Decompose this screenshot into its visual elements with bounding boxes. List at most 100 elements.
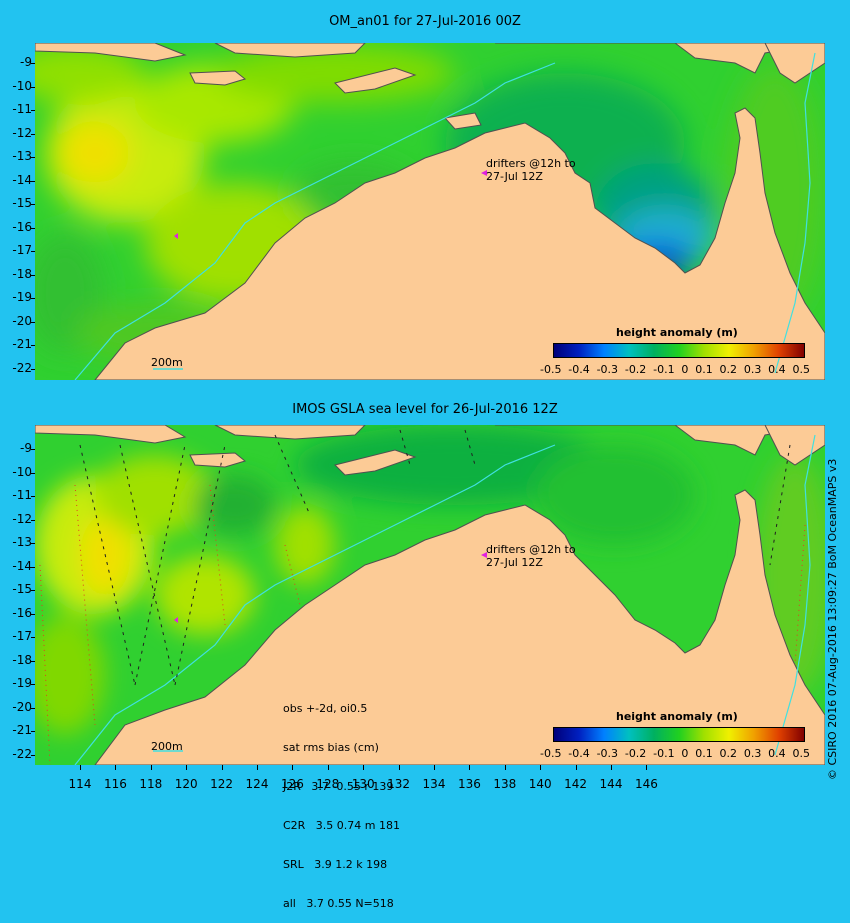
- y-tick-mark: [31, 133, 35, 135]
- x-tick-mark: [611, 765, 612, 770]
- x-tick-mark: [504, 765, 506, 770]
- y-tick-mark: [31, 227, 35, 229]
- x-tick-mark: [575, 765, 577, 770]
- y-tick-label: -13: [12, 149, 32, 163]
- x-tick-mark: [363, 765, 365, 770]
- bottom-colorbar-labels: -0.5 -0.4 -0.3 -0.2 -0.1 0 0.1 0.2 0.3 0.4 0.5: [540, 747, 810, 760]
- x-tick-mark: [221, 765, 223, 770]
- bottom-scale-label: 200m: [151, 740, 183, 753]
- colorbar-tick-label: 0.4: [768, 363, 786, 376]
- y-tick-mark: [31, 613, 35, 615]
- y-tick-mark: [31, 566, 35, 568]
- x-tick-label: 146: [634, 777, 658, 791]
- y-tick-mark: [31, 157, 35, 158]
- y-tick-label: -15: [12, 196, 32, 210]
- x-tick-mark: [292, 765, 294, 770]
- top-drifter-marker: [481, 170, 487, 176]
- y-tick-label: -9: [20, 441, 32, 455]
- stats-line-2: sat rms bias (cm): [283, 741, 379, 754]
- x-tick-mark: [469, 765, 471, 770]
- x-tick-label: 138: [493, 777, 517, 791]
- y-tick-label: -18: [12, 652, 32, 667]
- bottom-drifter-note: drifters @12h to 27-Jul 12Z: [486, 543, 576, 569]
- bottom-drifter-note-line1: drifters @12h to: [486, 543, 576, 556]
- y-tick-label: -22: [12, 746, 32, 761]
- colorbar-tick-label: -0.1: [653, 747, 675, 760]
- x-tick-label: 116: [103, 777, 127, 791]
- y-tick-mark: [31, 274, 35, 276]
- x-tick-mark: [150, 765, 152, 770]
- x-tick-label: 118: [139, 777, 163, 791]
- y-tick-label: -10: [12, 464, 32, 479]
- bottom-satellite-tracks: [79, 429, 791, 686]
- colorbar-tick-label: -0.1: [653, 363, 675, 376]
- bottom-anomaly-field: [35, 425, 825, 735]
- y-tick-label: -20: [12, 699, 32, 714]
- x-tick-label: 132: [387, 777, 411, 791]
- x-tick-label: 140: [528, 777, 552, 791]
- y-tick-mark: [31, 449, 35, 450]
- x-tick-label: 114: [68, 777, 92, 791]
- colorbar-tick-label: 0.2: [719, 747, 738, 760]
- y-tick-mark: [31, 707, 35, 709]
- bottom-land-australia: [94, 489, 825, 765]
- stats-line-3: J2R 3.7 -0.55 r 139: [283, 780, 394, 793]
- y-tick-mark: [31, 86, 35, 88]
- y-tick-mark: [31, 110, 35, 111]
- x-tick-mark: [540, 765, 542, 770]
- top-map[interactable]: [35, 43, 825, 380]
- bottom-drifter-marker-2: [174, 617, 178, 623]
- bottom-map-title: IMOS GSLA sea level for 26-Jul-2016 12Z: [292, 402, 558, 417]
- y-tick-label: -14: [12, 558, 32, 573]
- y-tick-mark: [31, 180, 35, 182]
- y-tick-label: -10: [12, 78, 32, 93]
- top-drifter-note-line1: drifters @12h to: [486, 157, 576, 170]
- y-tick-mark: [31, 472, 35, 474]
- top-land-australia: [94, 107, 825, 380]
- top-colorbar-labels: -0.5 -0.4 -0.3 -0.2 -0.1 0 0.1 0.2 0.3 0.4 0.5: [540, 363, 810, 376]
- top-isobath-200m: [74, 62, 556, 380]
- y-tick-mark: [31, 543, 35, 544]
- y-tick-label: -19: [12, 290, 32, 304]
- colorbar-tick-label: -0.4: [568, 747, 590, 760]
- stats-line-4: C2R 3.5 0.74 m 181: [283, 819, 400, 832]
- x-tick-label: 142: [564, 777, 588, 791]
- y-tick-mark: [31, 496, 35, 497]
- y-tick-label: -17: [12, 243, 32, 257]
- colorbar-tick-label: -0.5: [540, 747, 562, 760]
- x-tick-mark: [646, 765, 648, 770]
- top-drifter-note-line2: 27-Jul 12Z: [486, 170, 543, 183]
- y-tick-label: -22: [12, 360, 32, 375]
- y-tick-mark: [31, 204, 35, 205]
- colorbar-tick-label: 0.3: [743, 747, 762, 760]
- y-tick-mark: [31, 754, 35, 756]
- credit-text: © CSIRO 2016 07-Aug-2016 13:09:27 BoM Oc…: [826, 458, 839, 780]
- y-tick-label: -11: [12, 488, 32, 502]
- stats-line-1: obs +-2d, oi0.5: [283, 702, 368, 715]
- y-tick-label: -19: [12, 676, 32, 690]
- y-tick-label: -12: [12, 511, 32, 526]
- y-tick-mark: [31, 63, 35, 64]
- x-tick-label: 128: [316, 777, 340, 791]
- y-tick-label: -16: [12, 605, 32, 620]
- colorbar-tick-label: 0.5: [792, 363, 810, 376]
- top-legend-title: height anomaly (m): [616, 326, 738, 339]
- stats-line-5: SRL 3.9 1.2 k 198: [283, 858, 388, 871]
- top-scale-label: 200m: [151, 356, 183, 369]
- top-drifter-marker-2: [174, 233, 178, 239]
- x-tick-label: 124: [245, 777, 269, 791]
- y-tick-label: -14: [12, 172, 32, 187]
- bottom-map[interactable]: [35, 425, 825, 765]
- top-map-title: OM_an01 for 27-Jul-2016 00Z: [329, 14, 521, 29]
- colorbar-tick-label: 0.5: [792, 747, 810, 760]
- y-tick-label: -18: [12, 266, 32, 281]
- y-tick-label: -17: [12, 629, 32, 643]
- y-tick-label: -21: [12, 337, 32, 351]
- x-tick-label: 136: [457, 777, 481, 791]
- y-tick-mark: [31, 660, 35, 662]
- top-colorbar: [553, 343, 805, 358]
- colorbar-tick-label: 0: [681, 747, 689, 760]
- y-tick-mark: [31, 321, 35, 323]
- x-tick-label: 134: [422, 777, 446, 791]
- y-tick-label: -13: [12, 535, 32, 549]
